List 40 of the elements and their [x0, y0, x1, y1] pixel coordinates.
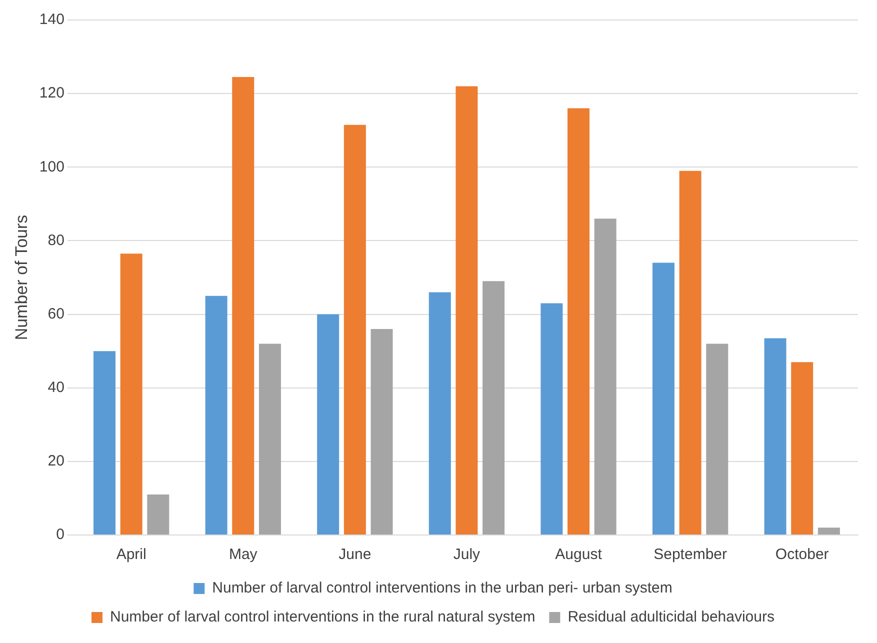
y-tick-label: 40	[48, 379, 64, 396]
bar	[147, 494, 170, 534]
x-tick-label: September	[654, 546, 727, 564]
legend-label: Residual adulticidal behaviours	[568, 608, 774, 626]
bar	[791, 362, 814, 534]
y-axis-title: Number of Tours	[12, 214, 31, 340]
bar	[706, 344, 728, 534]
bar	[258, 344, 281, 534]
bar	[679, 170, 702, 534]
bar	[594, 218, 616, 534]
y-tick-label: 100	[39, 158, 64, 176]
y-tick-label: 60	[48, 305, 64, 322]
x-tick-label: August	[555, 546, 603, 564]
bar	[652, 262, 674, 534]
bar	[370, 329, 393, 534]
bar	[482, 281, 505, 534]
x-tick-label: October	[775, 546, 829, 564]
bar	[764, 338, 786, 534]
x-tick-label: June	[338, 546, 372, 564]
bar	[232, 77, 254, 534]
legend-label: Number of larval control interventions in the urban peri- urban system	[212, 580, 672, 597]
bar	[456, 86, 478, 534]
x-tick-label: April	[116, 546, 146, 564]
bar	[120, 254, 142, 534]
bar	[818, 528, 840, 534]
bar	[568, 108, 590, 534]
bar	[428, 292, 451, 534]
x-tick-label: May	[228, 546, 258, 564]
y-tick-label: 80	[48, 232, 64, 249]
bar	[317, 314, 340, 534]
bar	[344, 124, 366, 534]
bar	[540, 303, 563, 534]
bar	[205, 296, 228, 534]
legend-label: Number of larval control interventions in the rural natural system	[110, 608, 536, 626]
bar	[93, 351, 116, 534]
y-tick-label: 120	[39, 84, 64, 102]
y-tick-label: 0	[56, 526, 64, 544]
y-tick-label: 140	[39, 11, 64, 28]
x-tick-label: July	[453, 546, 481, 564]
y-tick-label: 20	[48, 452, 64, 470]
